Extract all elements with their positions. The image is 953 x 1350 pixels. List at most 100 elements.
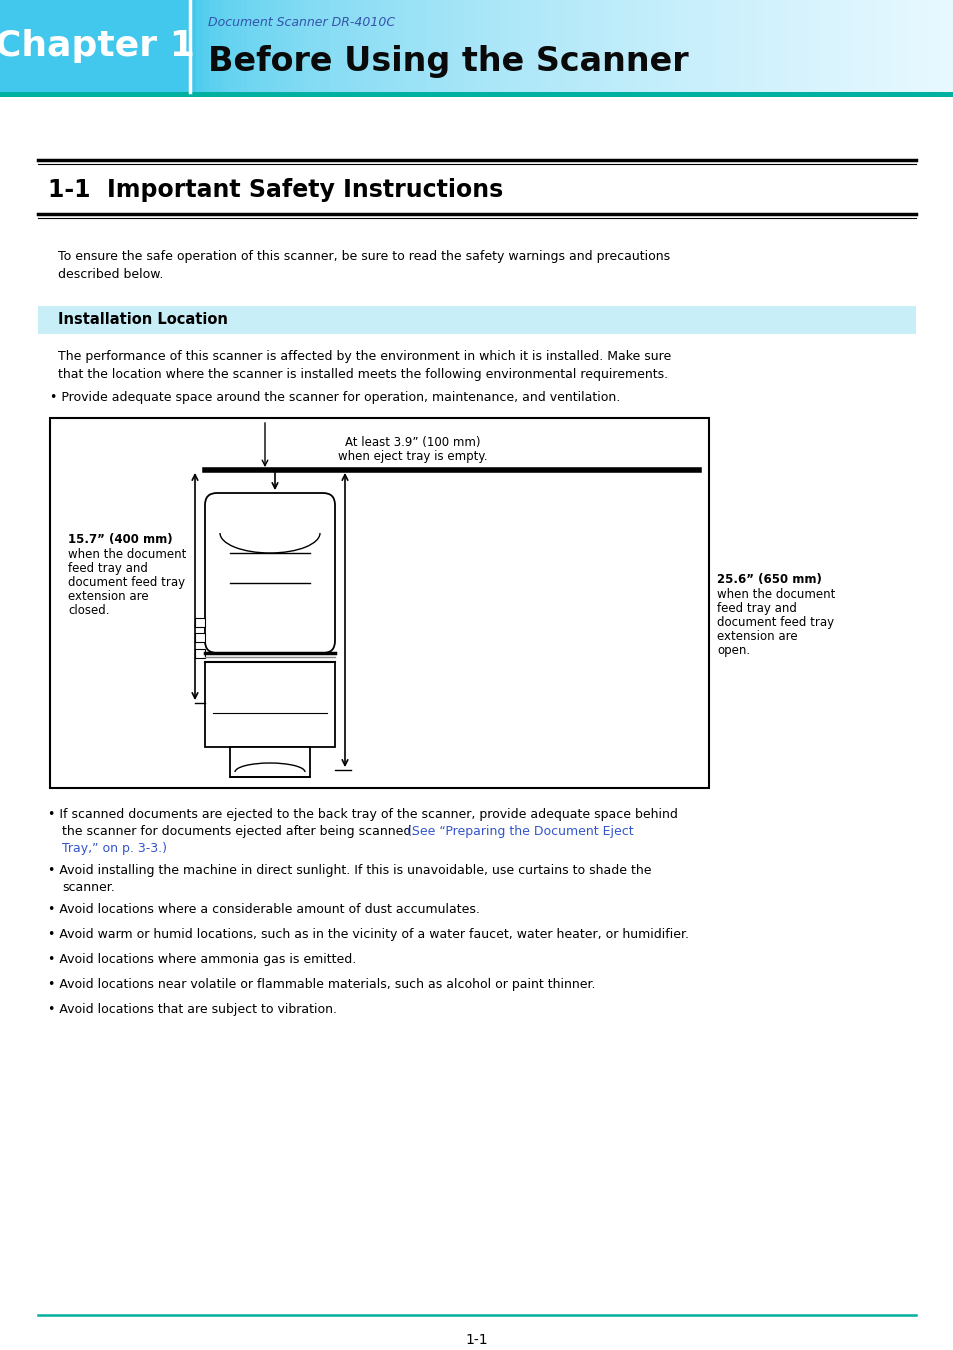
Bar: [194, 633, 205, 643]
Bar: [762, 0, 768, 92]
Bar: [692, 0, 699, 92]
Bar: [380, 0, 387, 92]
Bar: [648, 0, 654, 92]
Bar: [230, 747, 310, 778]
Bar: [864, 0, 870, 92]
Text: 1-1: 1-1: [465, 1332, 488, 1347]
Bar: [311, 0, 317, 92]
Bar: [845, 0, 851, 92]
Text: feed tray and: feed tray and: [68, 562, 148, 575]
Bar: [654, 0, 660, 92]
Text: • Avoid warm or humid locations, such as in the vicinity of a water faucet, wate: • Avoid warm or humid locations, such as…: [48, 927, 688, 941]
Bar: [610, 0, 616, 92]
Text: • If scanned documents are ejected to the back tray of the scanner, provide adeq: • If scanned documents are ejected to th…: [48, 809, 678, 821]
Bar: [902, 0, 908, 92]
Bar: [775, 0, 781, 92]
Bar: [205, 662, 335, 747]
Bar: [635, 0, 641, 92]
Text: closed.: closed.: [68, 603, 110, 617]
Bar: [839, 0, 845, 92]
Text: • Avoid locations where a considerable amount of dust accumulates.: • Avoid locations where a considerable a…: [48, 903, 479, 917]
Bar: [616, 0, 622, 92]
Bar: [934, 0, 941, 92]
Text: At least 3.9” (100 mm): At least 3.9” (100 mm): [344, 436, 479, 450]
Bar: [679, 0, 686, 92]
Bar: [883, 0, 889, 92]
Bar: [190, 0, 196, 92]
Bar: [896, 0, 902, 92]
Bar: [476, 0, 482, 92]
Bar: [922, 0, 927, 92]
Text: extension are: extension are: [717, 630, 797, 643]
Bar: [336, 0, 342, 92]
Bar: [520, 0, 527, 92]
Bar: [228, 0, 234, 92]
Text: that the location where the scanner is installed meets the following environment: that the location where the scanner is i…: [58, 369, 667, 381]
Text: when eject tray is empty.: when eject tray is empty.: [337, 450, 487, 463]
Bar: [304, 0, 311, 92]
Text: document feed tray: document feed tray: [68, 576, 185, 589]
Text: The performance of this scanner is affected by the environment in which it is in: The performance of this scanner is affec…: [58, 350, 671, 363]
Bar: [673, 0, 679, 92]
Bar: [215, 0, 222, 92]
Bar: [870, 0, 877, 92]
Bar: [50, 418, 708, 788]
Bar: [451, 0, 456, 92]
Bar: [489, 0, 495, 92]
Bar: [858, 0, 864, 92]
Bar: [629, 0, 635, 92]
Bar: [361, 0, 368, 92]
Text: • Provide adequate space around the scanner for operation, maintenance, and vent: • Provide adequate space around the scan…: [50, 392, 619, 404]
Bar: [711, 0, 718, 92]
Bar: [406, 0, 413, 92]
Bar: [432, 0, 437, 92]
Bar: [292, 0, 298, 92]
Bar: [209, 0, 215, 92]
Bar: [889, 0, 896, 92]
Bar: [482, 0, 489, 92]
Bar: [342, 0, 349, 92]
Bar: [399, 0, 406, 92]
Bar: [820, 0, 826, 92]
Bar: [323, 0, 330, 92]
Bar: [463, 0, 470, 92]
Text: 25.6” (650 mm): 25.6” (650 mm): [717, 572, 821, 586]
Bar: [832, 0, 839, 92]
Bar: [0, 92, 953, 97]
Bar: [413, 0, 418, 92]
Bar: [539, 0, 546, 92]
Bar: [194, 618, 205, 626]
Text: (See “Preparing the Document Eject: (See “Preparing the Document Eject: [407, 825, 633, 838]
Text: extension are: extension are: [68, 590, 149, 603]
Bar: [234, 0, 241, 92]
Text: Document Scanner DR-4010C: Document Scanner DR-4010C: [208, 15, 395, 28]
Bar: [718, 0, 724, 92]
Bar: [534, 0, 539, 92]
Bar: [787, 0, 794, 92]
Bar: [0, 0, 190, 92]
Bar: [699, 0, 705, 92]
Bar: [375, 0, 380, 92]
Text: Tray,” on p. 3-3.): Tray,” on p. 3-3.): [62, 842, 167, 855]
Bar: [425, 0, 432, 92]
Bar: [317, 0, 323, 92]
Bar: [394, 0, 399, 92]
Bar: [927, 0, 934, 92]
Bar: [641, 0, 648, 92]
Bar: [851, 0, 858, 92]
Bar: [591, 0, 597, 92]
Bar: [737, 0, 743, 92]
Text: 15.7” (400 mm): 15.7” (400 mm): [68, 533, 172, 545]
Bar: [437, 0, 444, 92]
Bar: [515, 0, 520, 92]
Bar: [781, 0, 787, 92]
Bar: [660, 0, 667, 92]
FancyBboxPatch shape: [205, 493, 335, 653]
Bar: [603, 0, 610, 92]
Bar: [355, 0, 361, 92]
Text: • Avoid locations where ammonia gas is emitted.: • Avoid locations where ammonia gas is e…: [48, 953, 355, 967]
Bar: [368, 0, 375, 92]
Bar: [724, 0, 730, 92]
Bar: [203, 0, 209, 92]
Bar: [768, 0, 775, 92]
